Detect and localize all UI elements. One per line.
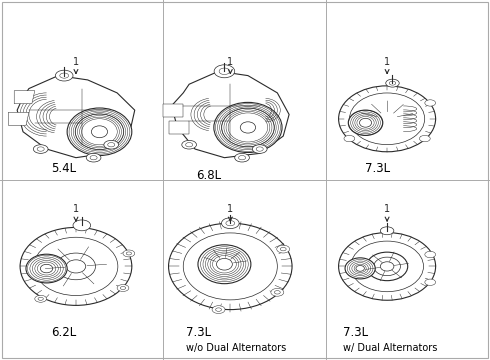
- Ellipse shape: [425, 279, 436, 285]
- Ellipse shape: [339, 233, 436, 300]
- Ellipse shape: [380, 227, 394, 235]
- Ellipse shape: [198, 245, 251, 284]
- Ellipse shape: [235, 153, 249, 162]
- Ellipse shape: [33, 145, 48, 153]
- Polygon shape: [169, 121, 189, 134]
- Text: 1: 1: [227, 204, 233, 221]
- Ellipse shape: [344, 135, 355, 142]
- Text: 7.3L: 7.3L: [186, 326, 211, 339]
- Text: 1: 1: [227, 57, 233, 73]
- Text: 1: 1: [73, 57, 79, 73]
- Ellipse shape: [73, 220, 91, 231]
- Ellipse shape: [339, 86, 436, 152]
- Ellipse shape: [182, 140, 196, 149]
- Ellipse shape: [67, 108, 132, 156]
- Ellipse shape: [348, 110, 383, 135]
- Ellipse shape: [345, 258, 375, 279]
- Ellipse shape: [104, 140, 119, 149]
- Text: 1: 1: [73, 204, 79, 221]
- Polygon shape: [163, 104, 183, 117]
- Ellipse shape: [35, 295, 47, 302]
- Polygon shape: [172, 71, 289, 158]
- Ellipse shape: [20, 228, 132, 305]
- Ellipse shape: [386, 79, 399, 87]
- Ellipse shape: [277, 245, 290, 253]
- Polygon shape: [17, 76, 135, 158]
- Text: w/o Dual Alternators: w/o Dual Alternators: [186, 343, 287, 353]
- Ellipse shape: [26, 254, 67, 283]
- Ellipse shape: [367, 252, 408, 281]
- Ellipse shape: [271, 288, 284, 296]
- Text: w/ Dual Alternators: w/ Dual Alternators: [343, 343, 438, 353]
- Ellipse shape: [419, 135, 430, 142]
- Text: 7.3L: 7.3L: [343, 326, 368, 339]
- Text: 6.8L: 6.8L: [196, 169, 221, 182]
- Ellipse shape: [169, 223, 292, 310]
- Ellipse shape: [86, 153, 101, 162]
- Text: 6.2L: 6.2L: [51, 326, 77, 339]
- Ellipse shape: [252, 145, 267, 153]
- Ellipse shape: [214, 65, 235, 78]
- Ellipse shape: [425, 100, 436, 106]
- Ellipse shape: [425, 251, 436, 258]
- Ellipse shape: [214, 102, 282, 153]
- Text: 1: 1: [384, 204, 390, 221]
- Polygon shape: [14, 91, 35, 104]
- Ellipse shape: [55, 70, 73, 81]
- Text: 7.3L: 7.3L: [365, 162, 390, 175]
- Ellipse shape: [123, 250, 135, 257]
- Text: 5.4L: 5.4L: [51, 162, 76, 175]
- Ellipse shape: [212, 306, 225, 314]
- Ellipse shape: [117, 284, 129, 292]
- Ellipse shape: [221, 218, 239, 229]
- Polygon shape: [8, 112, 29, 125]
- Text: 1: 1: [384, 57, 390, 73]
